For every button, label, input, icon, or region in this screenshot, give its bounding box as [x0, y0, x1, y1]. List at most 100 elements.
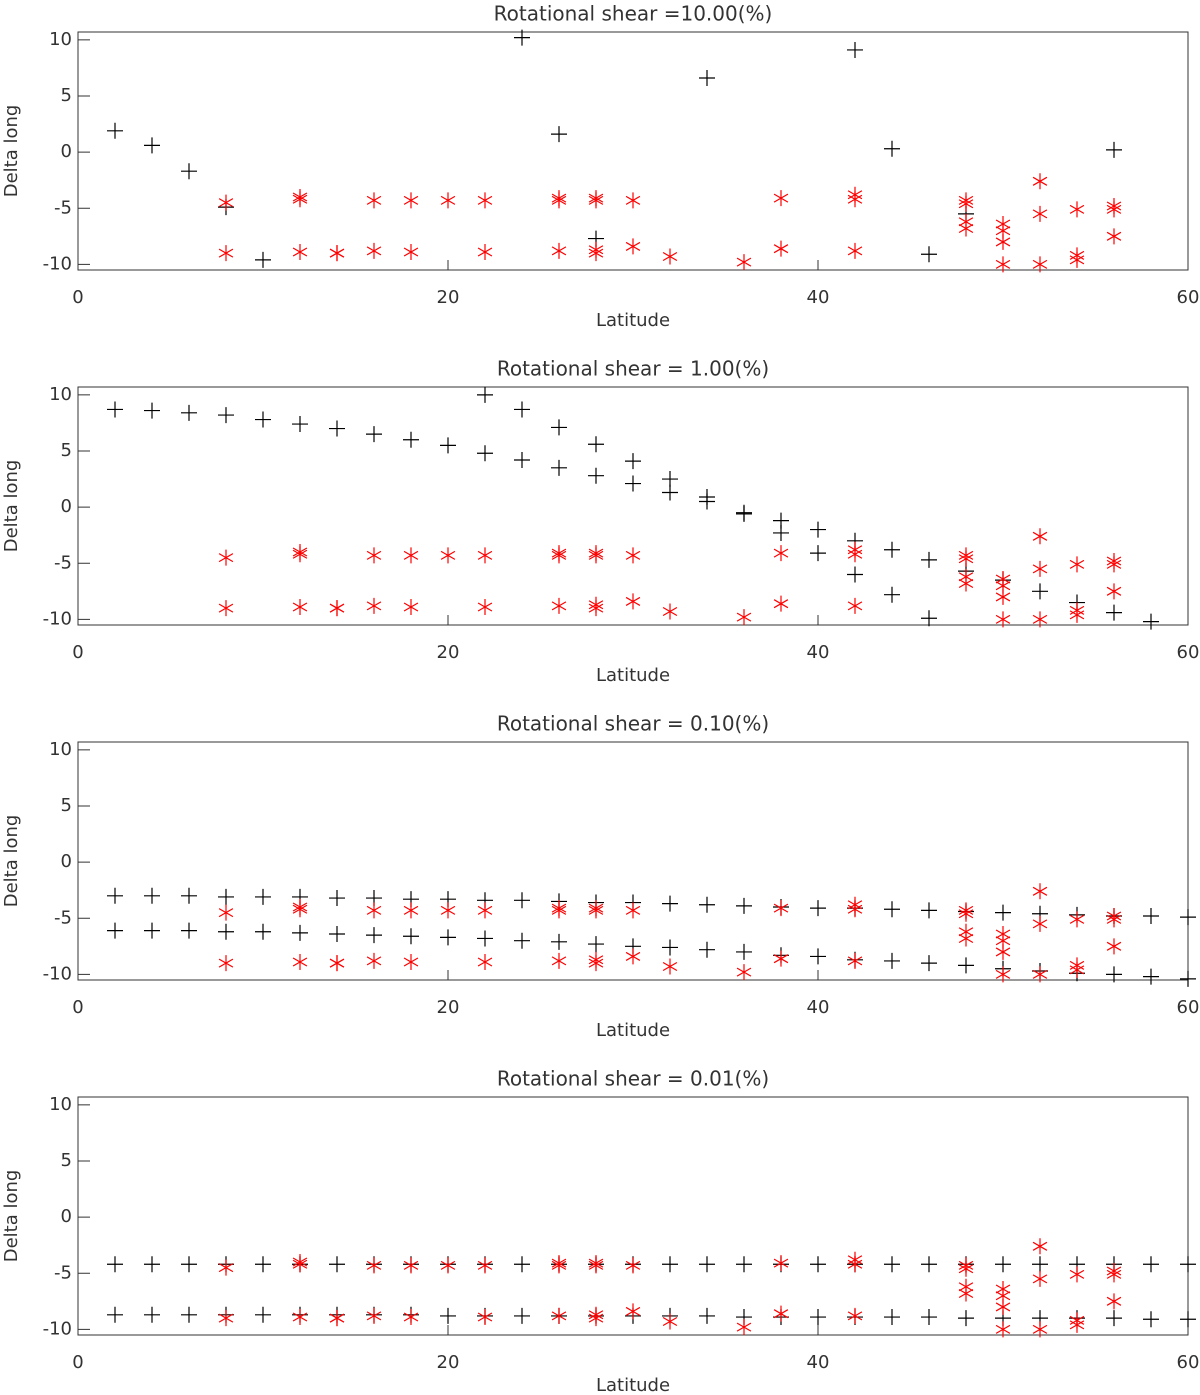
point — [588, 1257, 604, 1274]
point — [551, 419, 567, 436]
point — [477, 386, 493, 403]
point — [218, 600, 234, 617]
point — [477, 930, 493, 947]
point — [847, 901, 863, 918]
point — [625, 453, 641, 470]
point — [699, 896, 715, 913]
point — [625, 593, 641, 610]
point — [1106, 966, 1122, 983]
point — [477, 1257, 493, 1274]
point — [1032, 611, 1048, 628]
y-tick-label: 0 — [61, 496, 72, 517]
point — [736, 254, 752, 271]
point — [107, 401, 123, 418]
point — [403, 431, 419, 448]
point — [366, 597, 382, 614]
point — [1106, 1266, 1122, 1283]
point — [773, 190, 789, 207]
point — [699, 1307, 715, 1324]
point — [884, 901, 900, 918]
point — [218, 245, 234, 262]
point — [440, 1307, 456, 1324]
point — [921, 955, 937, 972]
y-tick-label: 5 — [61, 440, 72, 461]
point — [1069, 1266, 1085, 1283]
x-tick-label: 60 — [1177, 1352, 1200, 1373]
point — [773, 900, 789, 917]
x-axis-label: Latitude — [596, 1375, 670, 1395]
point — [995, 943, 1011, 960]
point — [292, 1256, 308, 1273]
point — [218, 904, 234, 921]
point — [366, 927, 382, 944]
point — [625, 902, 641, 919]
point — [218, 194, 234, 211]
point — [921, 551, 937, 568]
point — [847, 1307, 863, 1324]
point — [366, 902, 382, 919]
point — [255, 251, 271, 268]
point — [144, 402, 160, 419]
point — [847, 566, 863, 583]
point — [588, 902, 604, 919]
point — [662, 895, 678, 912]
point — [181, 1256, 197, 1273]
point — [1180, 1256, 1196, 1273]
point — [1069, 1316, 1085, 1333]
plot-frame — [77, 1096, 1189, 1336]
x-tick-label: 40 — [807, 287, 830, 308]
point — [255, 888, 271, 905]
point — [366, 1307, 382, 1324]
point — [144, 1256, 160, 1273]
point — [551, 126, 567, 143]
point — [884, 586, 900, 603]
point — [218, 955, 234, 972]
point — [662, 958, 678, 975]
y-tick-label: -5 — [54, 197, 72, 218]
point — [995, 611, 1011, 628]
point — [699, 489, 715, 506]
point — [366, 242, 382, 259]
point — [440, 902, 456, 919]
point — [292, 924, 308, 941]
chart-title: Rotational shear = 1.00(%) — [497, 357, 769, 381]
point — [588, 245, 604, 262]
point — [514, 29, 530, 46]
y-tick-label: -10 — [43, 608, 72, 629]
point — [662, 1313, 678, 1330]
point — [1032, 1238, 1048, 1255]
point — [958, 195, 974, 212]
point — [440, 1257, 456, 1274]
point — [1180, 909, 1196, 926]
point — [144, 137, 160, 154]
point — [329, 890, 345, 907]
point — [1143, 1311, 1159, 1328]
point — [1032, 205, 1048, 222]
panel: Rotational shear = 0.10(%) 0 20 40 60 -10 -5 0 5… — [1, 712, 1199, 1042]
point — [107, 922, 123, 939]
point — [625, 238, 641, 255]
point — [958, 1285, 974, 1302]
point — [625, 192, 641, 209]
point — [144, 922, 160, 939]
point — [958, 220, 974, 237]
point — [1106, 1310, 1122, 1327]
point — [847, 41, 863, 58]
point — [625, 1257, 641, 1274]
point — [773, 1305, 789, 1322]
x-tick-label: 60 — [1177, 287, 1200, 308]
y-tick-label: 0 — [61, 851, 72, 872]
x-tick-label: 20 — [437, 287, 460, 308]
point — [588, 936, 604, 953]
point — [995, 904, 1011, 921]
point — [921, 1309, 937, 1326]
point — [329, 600, 345, 617]
point — [588, 192, 604, 209]
point — [1106, 911, 1122, 928]
point — [773, 1255, 789, 1272]
x-axis-label: Latitude — [596, 1020, 670, 1041]
point — [292, 599, 308, 616]
point — [773, 512, 789, 529]
plot-frame — [77, 386, 1189, 626]
